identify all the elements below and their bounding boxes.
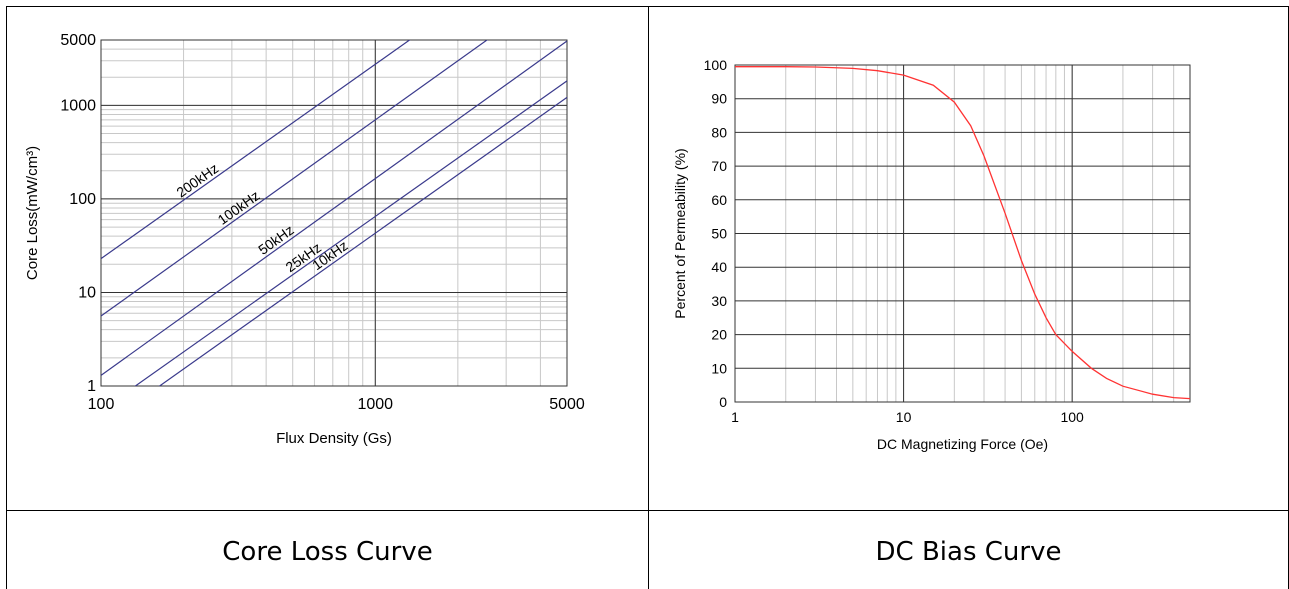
y-tick-label: 50 bbox=[711, 226, 727, 242]
table-border-top bbox=[6, 6, 1289, 7]
x-axis-label: Flux Density (Gs) bbox=[276, 430, 392, 447]
y-tick-label: 90 bbox=[711, 91, 727, 107]
y-tick-label: 10 bbox=[711, 360, 727, 376]
y-tick-label: 0 bbox=[719, 394, 727, 410]
table-border-row bbox=[6, 510, 1289, 511]
y-axis-label: Percent of Permeability (%) bbox=[672, 148, 688, 318]
y-tick-label: 1000 bbox=[60, 97, 96, 114]
series-line-10kHz bbox=[158, 96, 567, 386]
x-tick-label: 1 bbox=[731, 409, 739, 425]
y-tick-label: 1 bbox=[87, 378, 96, 395]
x-tick-label: 5000 bbox=[549, 396, 585, 413]
x-tick-label: 1000 bbox=[357, 396, 393, 413]
x-tick-label: 100 bbox=[1060, 409, 1084, 425]
series-label: 200kHz bbox=[173, 160, 221, 200]
y-tick-label: 80 bbox=[711, 124, 727, 140]
dc-bias-chart: 1 10 100 0 10 20 30 40 50 60 70 80 90 100 DC Magnetizi… bbox=[672, 57, 1191, 452]
y-tick-label: 60 bbox=[711, 192, 727, 208]
series-line-25kHz bbox=[134, 80, 567, 386]
plot-frame bbox=[100, 39, 568, 387]
y-tick-label: 20 bbox=[711, 327, 727, 343]
y-tick-label: 10 bbox=[78, 284, 96, 301]
y-tick-label: 70 bbox=[711, 158, 727, 174]
y-tick-label: 5000 bbox=[60, 32, 96, 49]
core-loss-chart-cell: 200kHz 100kHz 50kHz 25kHz 10kHz 100 1000 5000 1 1… bbox=[7, 7, 648, 510]
x-axis-label: DC Magnetizing Force (Oe) bbox=[877, 436, 1048, 452]
y-axis-label: Core Loss(mW/cm³) bbox=[24, 146, 41, 280]
x-tick-label: 100 bbox=[88, 396, 115, 413]
y-tick-label: 100 bbox=[69, 191, 96, 208]
series-line-100kHz bbox=[101, 40, 489, 317]
series-line-200kHz bbox=[101, 40, 411, 260]
dc-bias-caption: DC Bias Curve bbox=[875, 537, 1062, 567]
y-tick-label: 40 bbox=[711, 259, 727, 275]
plot-frame bbox=[734, 64, 1191, 403]
series-line-50kHz bbox=[101, 40, 567, 376]
permeability-curve bbox=[735, 66, 1191, 400]
table-border-middle bbox=[648, 6, 649, 589]
table-border-left bbox=[6, 6, 7, 589]
dc-bias-chart-cell: 1 10 100 0 10 20 30 40 50 60 70 80 90 100 DC Magnetizi… bbox=[649, 7, 1288, 510]
y-tick-label: 100 bbox=[704, 57, 728, 73]
core-loss-caption: Core Loss Curve bbox=[222, 537, 433, 567]
y-tick-label: 30 bbox=[711, 293, 727, 309]
x-tick-label: 10 bbox=[896, 409, 912, 425]
